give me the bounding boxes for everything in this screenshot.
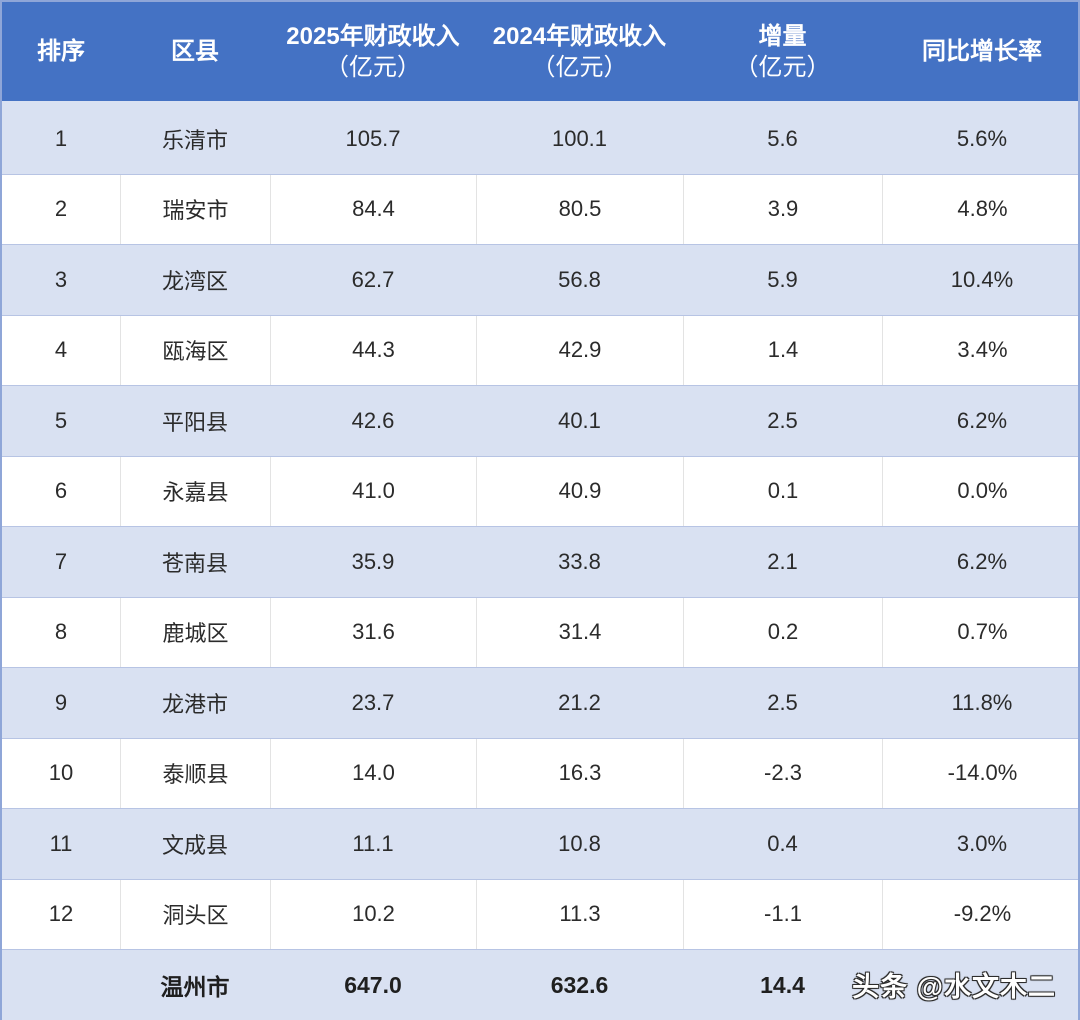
cell-rev2025: 11.1 xyxy=(352,830,394,856)
cell-name: 泰顺县 xyxy=(120,738,270,808)
cell-rev2024: 40.9 xyxy=(476,456,683,526)
cell-increase: -1.1 xyxy=(683,879,882,949)
cell-growth: -9.2% xyxy=(882,879,1080,949)
cell-increase: 0.4 xyxy=(767,830,798,856)
cell-rank: 9 xyxy=(54,689,68,715)
table-row: 2 瑞安市 84.4 80.5 3.9 4.8% xyxy=(2,174,1080,245)
cell-growth: 4.8% xyxy=(882,174,1080,244)
cell-rev2025: 62.7 xyxy=(351,266,395,292)
cell-rank: 10 xyxy=(48,760,74,786)
cell-name: 洞头区 xyxy=(120,879,270,949)
cell-growth: 3.0% xyxy=(956,830,1008,856)
cell-rev2024: 100.1 xyxy=(551,125,608,151)
cell-rev2025: 44.3 xyxy=(270,315,476,385)
cell-rev2024: 80.5 xyxy=(476,174,683,244)
cell-name: 苍南县 xyxy=(161,550,228,576)
cell-rev2024: 16.3 xyxy=(476,738,683,808)
cell-increase: 2.5 xyxy=(767,689,798,715)
cell-increase: 5.9 xyxy=(767,266,798,292)
cell-name: 乐清市 xyxy=(161,127,228,153)
header-rev2024: 2024年财政收入 （亿元） xyxy=(492,22,667,81)
cell-increase: 1.4 xyxy=(683,315,882,385)
cell-growth: 0.0% xyxy=(882,456,1080,526)
cell-rank: 11 xyxy=(49,830,73,856)
table-row: 3 龙湾区 62.7 56.8 5.9 10.4% xyxy=(2,245,1078,316)
cell-rev2025: 14.0 xyxy=(270,738,476,808)
cell-rev2024: 56.8 xyxy=(558,266,601,292)
cell-rev2025: 105.7 xyxy=(345,125,401,151)
watermark: 头条 @水文木二 xyxy=(852,972,1056,1002)
total-name: 温州市 xyxy=(160,974,230,1000)
cell-rev2025: 31.6 xyxy=(270,597,476,667)
cell-rank: 7 xyxy=(54,548,68,574)
cell-rev2024: 33.8 xyxy=(558,548,601,574)
cell-name: 永嘉县 xyxy=(120,456,270,526)
cell-increase: 0.1 xyxy=(683,456,882,526)
table-row: 10 泰顺县 14.0 16.3 -2.3 -14.0% xyxy=(2,738,1080,809)
cell-growth: -14.0% xyxy=(882,738,1080,808)
cell-rank: 3 xyxy=(54,266,68,292)
cell-growth: 10.4% xyxy=(950,266,1014,292)
cell-growth: 11.8% xyxy=(951,689,1013,715)
cell-rank: 4 xyxy=(54,337,68,363)
cell-name: 平阳县 xyxy=(161,409,228,435)
header-rev2025: 2025年财政收入 （亿元） xyxy=(286,22,460,81)
cell-growth: 6.2% xyxy=(956,407,1008,433)
total-rev2025: 647.0 xyxy=(344,971,402,998)
cell-name: 龙湾区 xyxy=(161,268,228,294)
cell-increase: 2.5 xyxy=(767,407,798,433)
cell-growth: 5.6% xyxy=(956,125,1008,151)
cell-rev2025: 84.4 xyxy=(270,174,476,244)
header-increase: 增量 （亿元） xyxy=(734,22,831,81)
cell-rev2025: 41.0 xyxy=(270,456,476,526)
cell-growth: 3.4% xyxy=(882,315,1080,385)
cell-rank: 8 xyxy=(54,619,68,645)
cell-increase: 5.6 xyxy=(767,125,798,151)
table-row: 11 文成县 11.1 10.8 0.4 3.0% xyxy=(2,809,1078,880)
header-rank: 排序 xyxy=(37,38,85,65)
cell-increase: 2.1 xyxy=(767,548,798,574)
table-row: 5 平阳县 42.6 40.1 2.5 6.2% xyxy=(2,386,1078,457)
cell-rev2025: 42.6 xyxy=(351,407,395,433)
cell-rank: 1 xyxy=(54,125,68,151)
cell-name: 龙港市 xyxy=(161,691,228,717)
cell-rank: 6 xyxy=(54,478,68,504)
cell-rank: 2 xyxy=(54,196,68,222)
table-row: 7 苍南县 35.9 33.8 2.1 6.2% xyxy=(2,527,1078,598)
cell-increase: -2.3 xyxy=(683,738,882,808)
cell-name: 鹿城区 xyxy=(120,597,270,667)
cell-name: 文成县 xyxy=(161,832,228,858)
cell-rev2024: 40.1 xyxy=(558,407,601,433)
table-row: 6 永嘉县 41.0 40.9 0.1 0.0% xyxy=(2,456,1080,527)
total-row: 温州市 647.0 632.6 14.4 头条 @水文木二 xyxy=(2,950,1078,1020)
cell-growth: 0.7% xyxy=(882,597,1080,667)
cell-rank: 12 xyxy=(48,901,74,927)
cell-name: 瑞安市 xyxy=(120,174,270,244)
total-increase: 14.4 xyxy=(760,971,805,998)
table-row: 1 乐清市 105.7 100.1 5.6 5.6% xyxy=(2,104,1078,175)
table-row: 12 洞头区 10.2 11.3 -1.1 -9.2% xyxy=(2,879,1080,950)
cell-rev2024: 31.4 xyxy=(476,597,683,667)
table-row: 9 龙港市 23.7 21.2 2.5 11.8% xyxy=(2,668,1078,739)
header-district: 区县 xyxy=(171,38,219,65)
table-row: 4 瓯海区 44.3 42.9 1.4 3.4% xyxy=(2,315,1080,386)
table-row: 8 鹿城区 31.6 31.4 0.2 0.7% xyxy=(2,597,1080,668)
cell-rev2025: 10.2 xyxy=(270,879,476,949)
table-header: 排序 区县 2025年财政收入 （亿元） 2024年财政收入 （亿元） 增量 （亿元）… xyxy=(2,2,1078,104)
cell-rev2025: 35.9 xyxy=(351,548,395,574)
cell-increase: 0.2 xyxy=(683,597,882,667)
cell-rev2025: 23.7 xyxy=(351,689,395,715)
total-rev2024: 632.6 xyxy=(550,971,609,998)
cell-rev2024: 21.2 xyxy=(558,689,601,715)
cell-name: 瓯海区 xyxy=(120,315,270,385)
cell-rev2024: 10.8 xyxy=(558,830,601,856)
cell-rev2024: 42.9 xyxy=(476,315,683,385)
cell-rank: 5 xyxy=(54,407,68,433)
cell-growth: 6.2% xyxy=(956,548,1008,574)
cell-rev2024: 11.3 xyxy=(476,879,683,949)
header-growth: 同比增长率 xyxy=(922,38,1042,65)
cell-increase: 3.9 xyxy=(683,174,882,244)
